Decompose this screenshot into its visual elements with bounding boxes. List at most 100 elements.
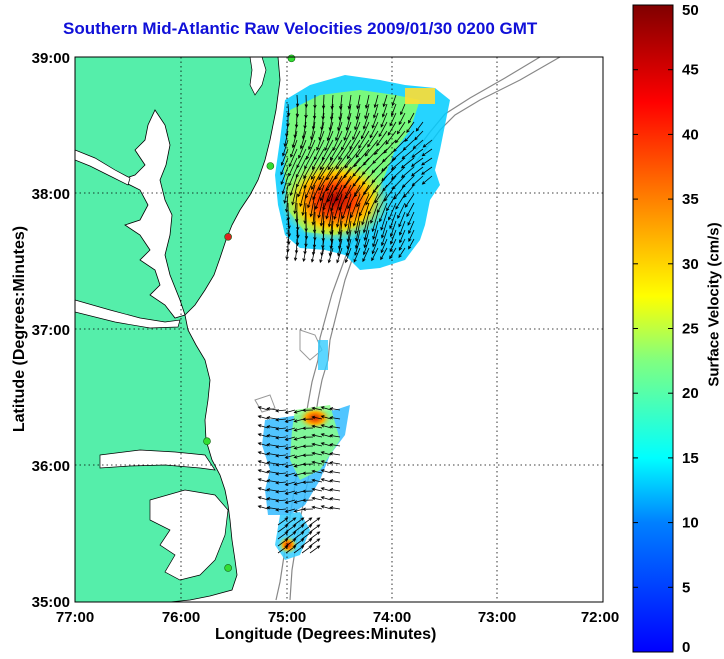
velocity-arrow xyxy=(311,469,323,474)
velocity-arrow xyxy=(311,442,323,447)
james-river xyxy=(75,299,181,329)
velocity-arrow xyxy=(358,130,370,149)
velocity-arrow xyxy=(329,416,341,420)
velocity-arrow xyxy=(320,415,332,420)
velocity-vectors xyxy=(257,94,433,554)
velocity-arrow xyxy=(354,229,361,250)
velocity-arrow xyxy=(275,507,287,512)
velocity-arrow xyxy=(306,139,316,160)
velocity-arrow xyxy=(311,487,323,492)
station-marker xyxy=(203,437,211,446)
velocity-arrow xyxy=(369,121,379,139)
velocity-arrow xyxy=(354,238,361,256)
y-tick-label: 37:00 xyxy=(32,322,70,339)
velocity-arrow xyxy=(257,505,269,510)
velocity-arrow xyxy=(371,112,379,129)
velocity-arrow xyxy=(371,247,379,262)
velocity-arrow xyxy=(277,524,289,533)
velocity-arrow xyxy=(361,202,370,226)
velocity-arrow xyxy=(318,166,334,191)
velocity-arrow xyxy=(320,406,332,411)
velocity-arrow xyxy=(285,524,297,533)
velocity-arrow xyxy=(327,175,343,203)
velocity-arrow xyxy=(382,94,388,108)
velocity-arrow xyxy=(320,496,332,501)
colorbar-tick-label: 40 xyxy=(682,126,699,143)
velocity-arrow xyxy=(266,488,278,492)
velocity-arrow xyxy=(318,157,334,181)
velocity-arrow xyxy=(362,211,370,234)
velocity-arrow xyxy=(275,498,287,503)
velocity-arrow xyxy=(304,220,309,240)
velocity-arrow xyxy=(347,184,361,210)
velocity-arrow xyxy=(317,193,325,219)
x-tick-label: 72:00 xyxy=(581,609,619,626)
velocity-arrow xyxy=(360,121,370,140)
x-tick-label: 76:00 xyxy=(162,609,200,626)
velocity-arrow xyxy=(277,517,289,526)
velocity-arrow xyxy=(314,184,325,210)
velocity-arrow xyxy=(291,184,298,206)
station-marker xyxy=(266,162,275,170)
velocity-arrow xyxy=(266,479,278,483)
velocity-arrow xyxy=(414,130,424,141)
velocity-arrow xyxy=(387,121,397,136)
velocity-arrow xyxy=(320,505,332,510)
velocity-arrow xyxy=(307,184,316,209)
velocity-arrow xyxy=(275,489,287,494)
velocity-arrow xyxy=(299,184,307,208)
velocity-patch xyxy=(318,340,328,370)
velocity-arrow xyxy=(309,531,321,540)
velocity-arrow xyxy=(290,139,298,158)
velocity-arrow xyxy=(380,247,388,261)
station-marker xyxy=(224,233,232,241)
velocity-arrow xyxy=(302,507,314,511)
velocity-arrow xyxy=(285,538,297,547)
velocity-arrow xyxy=(364,139,379,157)
velocity-arrow xyxy=(275,435,287,440)
velocity-hotspot-south xyxy=(297,406,333,430)
velocity-arrow xyxy=(352,121,361,141)
velocity-arrow xyxy=(295,103,300,118)
velocity-arrow xyxy=(302,471,314,475)
velocity-arrow xyxy=(415,121,424,132)
velocity-arrow xyxy=(293,524,305,533)
velocity-arrow xyxy=(355,220,361,242)
velocity-arrow xyxy=(257,478,269,483)
colorbar-tick-label: 10 xyxy=(682,515,699,532)
velocity-arrow xyxy=(320,460,332,465)
velocity-arrow xyxy=(326,157,343,181)
velocity-arrow xyxy=(318,121,325,141)
velocity-arrow xyxy=(266,443,278,447)
y-tick-label: 38:00 xyxy=(32,186,70,203)
velocity-arrow xyxy=(329,407,341,411)
velocity-arrow xyxy=(380,238,388,254)
velocity-arrow xyxy=(380,112,388,128)
velocity-arrow xyxy=(349,130,361,150)
colorbar-tick-label: 25 xyxy=(682,321,699,338)
velocity-arrow xyxy=(301,538,313,547)
velocity-arrow xyxy=(257,415,269,420)
velocity-arrow xyxy=(257,451,269,456)
velocity-arrow xyxy=(408,238,415,250)
velocity-arrow xyxy=(389,247,397,260)
velocity-arrow xyxy=(275,480,287,485)
velocity-arrow xyxy=(329,461,341,465)
velocity-arrow xyxy=(257,406,269,411)
velocity-arrow xyxy=(266,434,278,438)
velocity-arrow xyxy=(324,130,334,152)
velocity-arrow xyxy=(299,130,307,150)
velocity-arrow xyxy=(333,193,343,220)
velocity-arrow xyxy=(364,103,370,120)
velocity-arrow xyxy=(421,175,433,185)
velocity-arrow xyxy=(257,487,269,492)
velocity-arrow xyxy=(338,139,352,161)
velocity-arrow xyxy=(302,480,314,484)
velocity-arrow xyxy=(275,444,287,449)
velocity-arrow xyxy=(408,220,415,235)
velocity-arrow xyxy=(397,202,406,219)
velocity-arrow xyxy=(421,148,433,157)
x-tick-label: 75:00 xyxy=(268,609,306,626)
velocity-arrow xyxy=(329,506,341,510)
velocity-arrow xyxy=(311,406,323,411)
